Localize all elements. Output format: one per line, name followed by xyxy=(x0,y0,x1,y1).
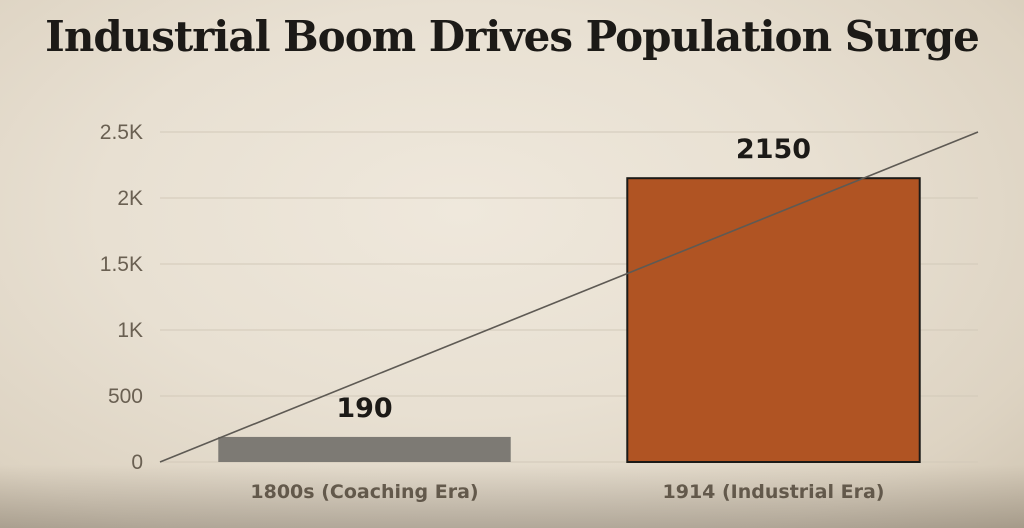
category-label-2: 1914 (Industrial Era) xyxy=(663,481,885,503)
trend-line xyxy=(159,131,979,463)
trend-line-layer xyxy=(159,131,979,463)
chart-title: Industrial Boom Drives Population Surge xyxy=(45,12,980,61)
y-tick-label: 1K xyxy=(117,319,143,342)
y-tick-label: 2.5K xyxy=(100,121,143,144)
category-label-1: 1800s (Coaching Era) xyxy=(250,481,478,503)
data-label-2: 2150 xyxy=(736,134,811,165)
y-tick-label: 0 xyxy=(131,451,143,474)
y-tick-label: 1.5K xyxy=(100,253,143,276)
data-label-1: 190 xyxy=(336,393,392,424)
y-axis-ticks: 0 500 1K 1.5K 2K 2.5K xyxy=(100,121,143,474)
x-axis-categories: 1800s (Coaching Era) 1914 (Industrial Era… xyxy=(250,481,884,503)
bars xyxy=(218,177,921,463)
bar-1 xyxy=(218,436,511,462)
y-tick-label: 500 xyxy=(108,385,143,408)
data-labels: 190 2150 xyxy=(336,134,811,424)
bar-2 xyxy=(626,177,921,463)
y-tick-label: 2K xyxy=(117,187,143,210)
